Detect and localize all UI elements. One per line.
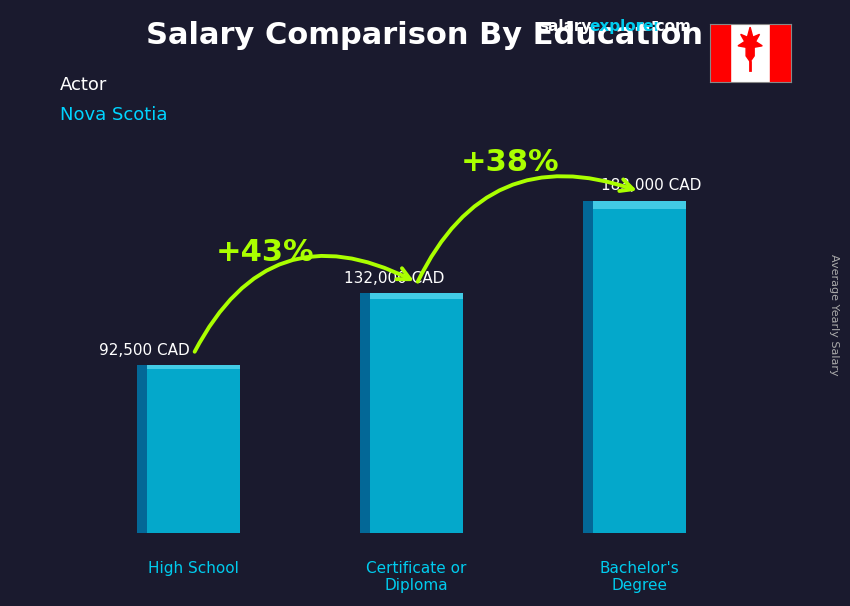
Bar	[137, 365, 146, 533]
Bar	[770, 24, 790, 82]
Text: High School: High School	[148, 561, 239, 576]
Bar	[592, 201, 687, 209]
Text: Nova Scotia: Nova Scotia	[60, 106, 167, 124]
Text: +43%: +43%	[215, 238, 314, 267]
Bar	[710, 24, 730, 82]
Text: Bachelor's
Degree: Bachelor's Degree	[600, 561, 679, 593]
Text: Certificate or
Diploma: Certificate or Diploma	[366, 561, 467, 593]
Bar	[370, 293, 463, 533]
Text: Salary Comparison By Education: Salary Comparison By Education	[146, 21, 704, 50]
Text: Average Yearly Salary: Average Yearly Salary	[829, 255, 839, 376]
Text: 132,000 CAD: 132,000 CAD	[344, 271, 445, 286]
Text: 92,500 CAD: 92,500 CAD	[99, 343, 190, 358]
Text: +38%: +38%	[461, 148, 559, 177]
Bar	[360, 293, 370, 533]
Text: explorer: explorer	[589, 19, 661, 35]
Bar	[146, 365, 241, 369]
Polygon shape	[738, 27, 762, 62]
Bar	[146, 365, 241, 533]
Bar	[583, 201, 592, 533]
Text: .com: .com	[650, 19, 691, 35]
Bar	[370, 293, 463, 299]
Text: salary: salary	[540, 19, 592, 35]
Text: 183,000 CAD: 183,000 CAD	[601, 178, 701, 193]
Text: Actor: Actor	[60, 76, 107, 94]
Bar	[592, 201, 687, 533]
